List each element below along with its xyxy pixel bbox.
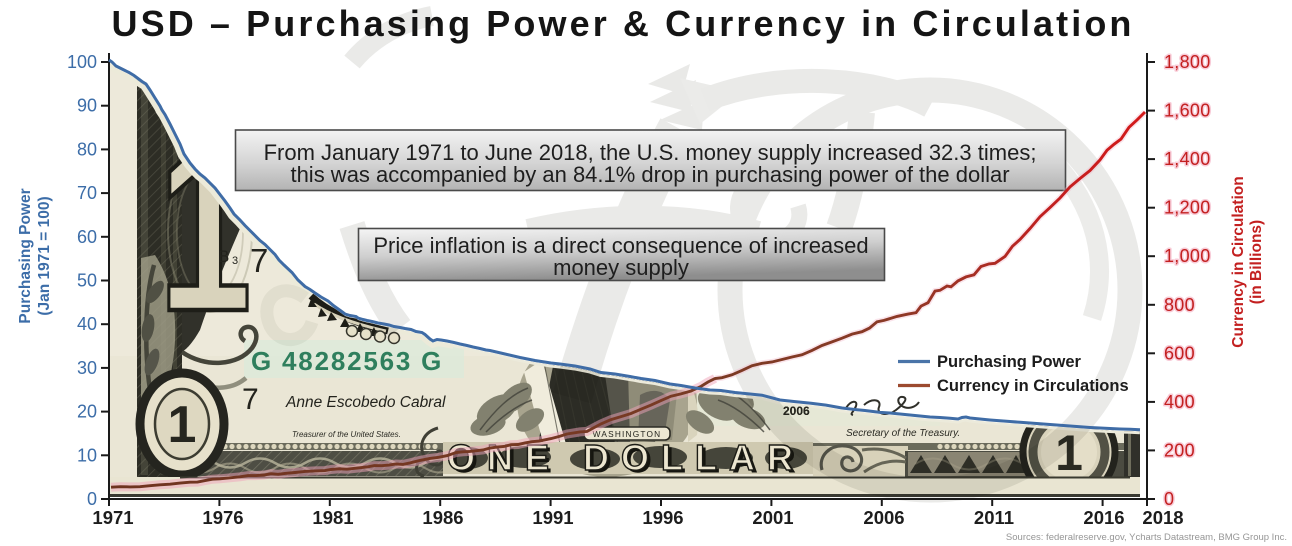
svg-text:7: 7 <box>250 242 268 279</box>
svg-text:Purchasing Power: Purchasing Power <box>937 353 1082 371</box>
svg-text:1: 1 <box>168 396 197 454</box>
svg-text:(Jan 1971 = 100): (Jan 1971 = 100) <box>36 196 53 315</box>
svg-text:40: 40 <box>77 314 97 334</box>
svg-text:USD – Purchasing Power & Curre: USD – Purchasing Power & Currency in Cir… <box>112 3 1135 44</box>
svg-text:80: 80 <box>77 139 97 159</box>
svg-text:B: B <box>218 247 229 266</box>
svg-text:2011: 2011 <box>974 507 1014 528</box>
svg-text:1,400: 1,400 <box>1164 149 1211 169</box>
svg-text:3: 3 <box>232 255 238 267</box>
svg-text:800: 800 <box>1164 295 1195 315</box>
svg-text:60: 60 <box>77 227 97 247</box>
svg-text:ONE DOLLAR: ONE DOLLAR <box>447 437 805 478</box>
svg-text:WASHINGTON: WASHINGTON <box>593 429 662 439</box>
svg-text:1976: 1976 <box>202 507 243 528</box>
svg-text:1986: 1986 <box>422 507 463 528</box>
svg-text:2016: 2016 <box>1083 507 1124 528</box>
svg-text:2001: 2001 <box>752 507 793 528</box>
svg-text:Price inflation is a direct co: Price inflation is a direct consequence … <box>373 233 868 258</box>
svg-text:1,000: 1,000 <box>1164 246 1211 266</box>
svg-text:Secretary of the Treasury.: Secretary of the Treasury. <box>846 428 960 439</box>
svg-text:30: 30 <box>77 358 97 378</box>
svg-text:(in Billions): (in Billions) <box>1248 220 1265 304</box>
svg-text:20: 20 <box>77 402 97 422</box>
svg-text:0: 0 <box>87 489 97 509</box>
svg-text:70: 70 <box>77 183 97 203</box>
svg-text:Purchasing Power: Purchasing Power <box>17 188 34 323</box>
svg-text:90: 90 <box>77 96 97 116</box>
svg-text:1991: 1991 <box>532 507 573 528</box>
svg-text:50: 50 <box>77 271 97 291</box>
svg-text:G 48282563 G: G 48282563 G <box>251 346 443 376</box>
svg-text:1996: 1996 <box>642 507 683 528</box>
svg-text:2018: 2018 <box>1142 507 1183 528</box>
svg-text:1,200: 1,200 <box>1164 198 1211 218</box>
svg-text:Anne Escobedo Cabral: Anne Escobedo Cabral <box>285 394 446 411</box>
svg-text:100: 100 <box>67 52 97 72</box>
svg-text:1,800: 1,800 <box>1164 52 1211 72</box>
svg-text:200: 200 <box>1164 440 1195 460</box>
svg-text:2006: 2006 <box>863 507 904 528</box>
svg-text:400: 400 <box>1164 392 1195 412</box>
svg-text:money supply: money supply <box>553 255 689 280</box>
svg-text:1,600: 1,600 <box>1164 101 1211 121</box>
svg-text:1971: 1971 <box>92 507 133 528</box>
svg-text:Currency in Circulations: Currency in Circulations <box>937 377 1129 395</box>
svg-text:10: 10 <box>77 445 97 465</box>
svg-text:7: 7 <box>242 383 259 416</box>
svg-text:From January 1971 to June 2018: From January 1971 to June 2018, the U.S.… <box>264 140 1037 165</box>
svg-text:1981: 1981 <box>312 507 353 528</box>
svg-text:Currency in Circulation: Currency in Circulation <box>1230 176 1247 347</box>
svg-text:600: 600 <box>1164 343 1195 363</box>
svg-text:Treasurer of the United States: Treasurer of the United States. <box>292 430 401 439</box>
svg-text:Sources: federalreserve.gov, Y: Sources: federalreserve.gov, Ycharts Dat… <box>1006 532 1287 543</box>
svg-text:this was accompanied by an 84.: this was accompanied by an 84.1% drop in… <box>290 162 1009 187</box>
svg-text:0: 0 <box>1164 489 1174 509</box>
